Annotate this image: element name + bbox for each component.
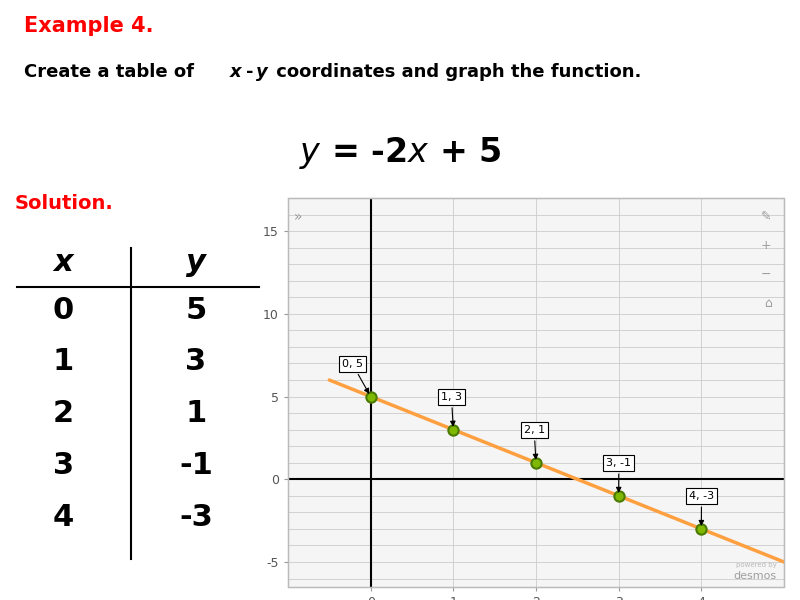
Text: -: - xyxy=(246,64,253,82)
Text: desmos: desmos xyxy=(734,571,777,581)
Text: 0, 5: 0, 5 xyxy=(342,359,369,393)
Text: 2: 2 xyxy=(53,399,74,428)
Text: 3, -1: 3, -1 xyxy=(606,458,631,492)
Text: »: » xyxy=(294,209,302,224)
Text: Solution.: Solution. xyxy=(14,194,113,213)
Text: coordinates and graph the function.: coordinates and graph the function. xyxy=(270,64,642,82)
Text: ⌂: ⌂ xyxy=(764,297,771,310)
Point xyxy=(364,392,377,401)
Text: 3: 3 xyxy=(186,347,206,376)
Text: powered by: powered by xyxy=(736,562,777,568)
Text: Example 4.: Example 4. xyxy=(24,16,154,36)
Text: x: x xyxy=(54,248,73,277)
Text: 5: 5 xyxy=(186,296,206,325)
Text: Create a table of: Create a table of xyxy=(24,64,200,82)
Point xyxy=(695,524,708,533)
Text: 1: 1 xyxy=(186,399,206,428)
Text: ✎: ✎ xyxy=(761,209,771,223)
Text: -3: -3 xyxy=(179,503,213,532)
Text: 4: 4 xyxy=(53,503,74,532)
Point xyxy=(447,425,460,434)
Text: 1: 1 xyxy=(53,347,74,376)
Text: 3: 3 xyxy=(53,451,74,480)
Text: +: + xyxy=(761,239,771,252)
Text: x: x xyxy=(230,64,242,82)
Text: y: y xyxy=(256,64,268,82)
Text: 1, 3: 1, 3 xyxy=(441,392,462,425)
Point xyxy=(612,491,625,500)
Bar xyxy=(288,198,784,587)
Text: 0: 0 xyxy=(53,296,74,325)
Text: -1: -1 xyxy=(179,451,213,480)
Point xyxy=(530,458,542,467)
Text: 2, 1: 2, 1 xyxy=(523,425,545,459)
Text: $\mathit{y}$ = -2$\mathit{x}$ + 5: $\mathit{y}$ = -2$\mathit{x}$ + 5 xyxy=(298,134,502,170)
Text: y: y xyxy=(186,248,206,277)
Text: −: − xyxy=(761,268,771,281)
Text: 4, -3: 4, -3 xyxy=(689,491,714,525)
